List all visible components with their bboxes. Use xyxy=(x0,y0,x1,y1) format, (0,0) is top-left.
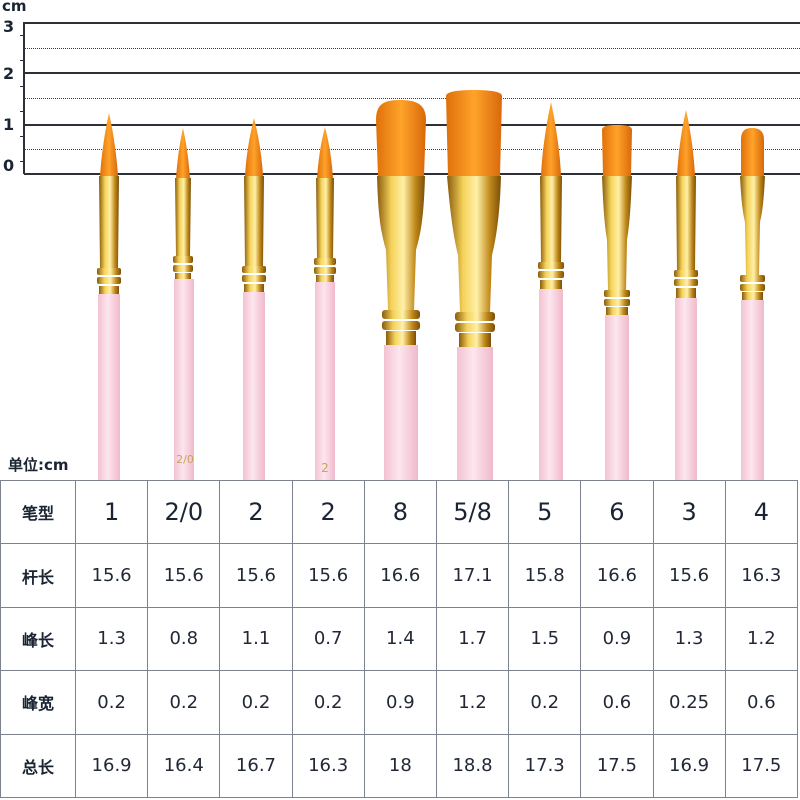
brush-5 xyxy=(538,102,564,480)
brush-5-8 xyxy=(446,90,502,480)
brush-6 xyxy=(602,125,632,480)
table-cell: 16.9 xyxy=(74,733,149,799)
row-header-handle-length: 杆长 xyxy=(0,543,76,608)
table-cell: 16.4 xyxy=(147,733,221,799)
ruler-line-2cm xyxy=(24,72,800,74)
ruler-label-2: 2 xyxy=(3,64,15,83)
table-cell: 1.2 xyxy=(435,670,510,735)
table-cell: 17.3 xyxy=(508,733,582,799)
table-cell: 1.5 xyxy=(508,606,582,672)
table-cell: 17.5 xyxy=(724,733,799,799)
table-cell: 4 xyxy=(724,479,799,545)
table-cell: 17.1 xyxy=(435,543,510,608)
table-cell: 1.3 xyxy=(74,606,149,672)
brush-4 xyxy=(740,128,765,480)
ruler-line-3cm xyxy=(24,22,800,24)
ruler-tick xyxy=(20,35,25,36)
table-row-tip-width: 峰宽 0.2 0.2 0.2 0.2 0.9 1.2 0.2 0.6 0.25 … xyxy=(0,670,799,735)
row-header-brush-type: 笔型 xyxy=(0,479,76,545)
table-cell: 3 xyxy=(652,479,726,545)
brush-2-b xyxy=(314,127,336,480)
row-header-tip-width: 峰宽 xyxy=(0,670,76,735)
table-row-brush-type: 笔型 1 2/0 2 2 8 5/8 5 6 3 4 xyxy=(0,479,799,545)
table-cell: 0.2 xyxy=(147,670,221,735)
table-cell: 16.3 xyxy=(724,543,799,608)
table-cell: 16.7 xyxy=(219,733,293,799)
table-cell: 1.7 xyxy=(435,606,510,672)
table-cell: 15.6 xyxy=(652,543,726,608)
ruler-tick xyxy=(20,111,25,112)
table-row-tip-length: 峰长 1.3 0.8 1.1 0.7 1.4 1.7 1.5 0.9 1.3 1… xyxy=(0,606,799,672)
table-cell: 2 xyxy=(219,479,293,545)
table-cell: 2 xyxy=(291,479,365,545)
table-cell: 1.3 xyxy=(652,606,726,672)
table-cell: 0.2 xyxy=(508,670,582,735)
table-cell: 17.5 xyxy=(580,733,654,799)
table-cell: 16.9 xyxy=(652,733,726,799)
ruler-label-3: 3 xyxy=(3,17,15,36)
table-cell: 0.6 xyxy=(580,670,654,735)
brushes-illustration: 2/0 2 xyxy=(97,90,765,480)
table-cell: 1.1 xyxy=(219,606,293,672)
ruler-tick xyxy=(20,136,25,137)
table-cell: 15.6 xyxy=(219,543,293,608)
table-cell: 15.6 xyxy=(74,543,149,608)
table-row-handle-length: 杆长 15.6 15.6 15.6 15.6 16.6 17.1 15.8 16… xyxy=(0,543,799,608)
table-cell: 6 xyxy=(580,479,654,545)
table-row-total-length: 总长 16.9 16.4 16.7 16.3 18 18.8 17.3 17.5… xyxy=(0,733,799,799)
table-cell: 5 xyxy=(508,479,582,545)
table-cell: 15.6 xyxy=(291,543,365,608)
brush-2-0-handle-mark: 2/0 xyxy=(176,453,194,466)
table-cell: 15.8 xyxy=(508,543,582,608)
table-cell: 0.9 xyxy=(580,606,654,672)
ruler-tick xyxy=(20,161,25,162)
brush-2-handle-mark: 2 xyxy=(321,461,329,475)
table-cell: 5/8 xyxy=(435,479,510,545)
brush-1 xyxy=(97,113,121,480)
table-cell: 18.8 xyxy=(435,733,510,799)
table-cell: 1.4 xyxy=(363,606,437,672)
table-cell: 15.6 xyxy=(147,543,221,608)
table-cell: 16.6 xyxy=(580,543,654,608)
ruler-unit-label: cm xyxy=(2,0,27,15)
row-header-tip-length: 峰长 xyxy=(0,606,76,672)
table-cell: 0.6 xyxy=(724,670,799,735)
brush-2-0 xyxy=(173,128,194,480)
ruler-label-0: 0 xyxy=(3,156,15,175)
table-cell: 0.2 xyxy=(219,670,293,735)
table-cell: 16.6 xyxy=(363,543,437,608)
ruler-line-2-5cm xyxy=(24,48,800,49)
brush-8 xyxy=(376,100,426,480)
table-cell: 0.8 xyxy=(147,606,221,672)
table-cell: 1.2 xyxy=(724,606,799,672)
row-header-total-length: 总长 xyxy=(0,733,76,799)
table-cell: 1 xyxy=(74,479,149,545)
table-cell: 0.9 xyxy=(363,670,437,735)
ruler-tick xyxy=(20,86,25,87)
table-cell: 8 xyxy=(363,479,437,545)
ruler-label-1: 1 xyxy=(3,115,15,134)
ruler-line-1-5cm xyxy=(24,98,800,99)
table-cell: 2/0 xyxy=(147,479,221,545)
table-cell: 0.25 xyxy=(652,670,726,735)
brush-3 xyxy=(674,110,698,480)
brush-2-a xyxy=(242,118,266,480)
unit-label: 单位:cm xyxy=(8,456,69,474)
table-cell: 0.7 xyxy=(291,606,365,672)
brush-spec-table: 笔型 1 2/0 2 2 8 5/8 5 6 3 4 杆长 15.6 15.6 … xyxy=(0,479,799,799)
ruler-tick xyxy=(20,60,25,61)
table-cell: 0.2 xyxy=(291,670,365,735)
table-cell: 18 xyxy=(363,733,437,799)
table-cell: 16.3 xyxy=(291,733,365,799)
table-cell: 0.2 xyxy=(74,670,149,735)
